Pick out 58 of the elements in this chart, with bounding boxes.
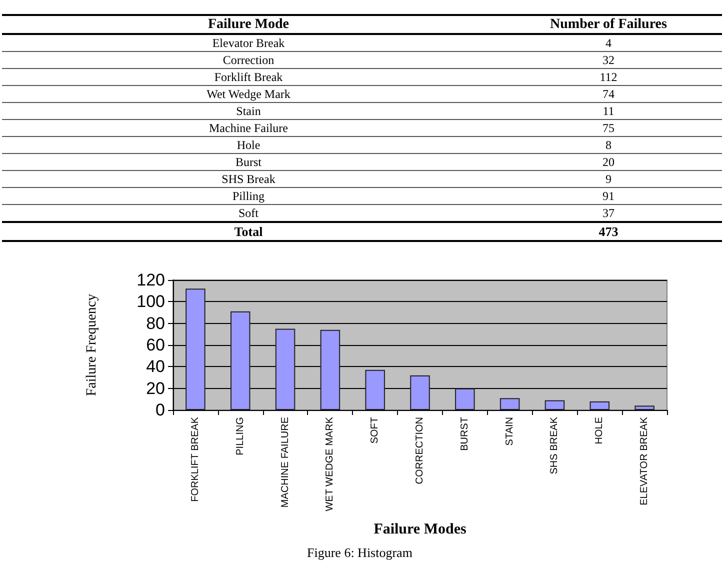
y-tick-label: 40 — [146, 357, 165, 376]
bar — [230, 311, 250, 410]
y-tick-label: 80 — [146, 314, 165, 333]
caption: Figure 6: Histogram — [307, 545, 412, 560]
category-label: Elevator Break — [2, 34, 495, 52]
x-tick-label: SHS BREAK — [549, 416, 560, 474]
data-label: 9 — [495, 170, 722, 188]
data-label: 8 — [495, 136, 722, 154]
bar — [590, 401, 610, 410]
x-tick-label: SOFT — [370, 417, 381, 444]
text: Number of Failures — [495, 15, 722, 34]
data-label: 11 — [495, 102, 722, 120]
data-label: 91 — [495, 188, 722, 204]
y-tick-label: 120 — [136, 270, 165, 290]
y-tick-label: 60 — [146, 336, 165, 354]
x-tick-label: HOLE — [594, 416, 606, 444]
category-label: Soft — [2, 204, 495, 222]
x-tick-label: CORRECTION — [414, 417, 426, 484]
text: Failure Mode — [2, 15, 495, 34]
x-tick-label: BURST — [459, 417, 470, 451]
data-label: 112 — [495, 68, 722, 86]
bar — [410, 375, 430, 410]
y-axis-title: Failure Frequency — [84, 294, 100, 396]
x-axis-title: Failure Modes — [374, 522, 466, 538]
data-label: 74 — [495, 86, 722, 102]
category-label: Stain — [2, 102, 495, 120]
x-tick-label: ELEVATOR BREAK — [639, 416, 650, 506]
category-label: Machine Failure — [2, 120, 495, 136]
bar — [275, 328, 296, 410]
bar — [634, 406, 654, 410]
bar — [455, 388, 475, 410]
category-label: SHS Break — [2, 170, 495, 188]
data-label: 37 — [495, 204, 722, 222]
x-tick-label: MACHINE FAILURE — [280, 416, 291, 508]
data-label: 20 — [495, 154, 722, 170]
bar — [544, 400, 565, 410]
y-tick-label: 0 — [156, 400, 165, 420]
bar — [365, 370, 385, 410]
bar — [500, 398, 520, 410]
data-label: 32 — [495, 52, 722, 68]
category-label: Wet Wedge Mark — [2, 86, 495, 102]
x-tick-label: STAIN — [504, 417, 516, 446]
y-tick-label: 100 — [136, 292, 165, 312]
bar — [186, 288, 206, 410]
text: 473 — [598, 224, 618, 239]
category-label: Burst — [2, 154, 495, 170]
category-label: Pilling — [2, 188, 495, 204]
data-label: 4 — [495, 34, 722, 52]
category-label: Correction — [2, 52, 495, 68]
x-tick-label: PILLING — [234, 416, 246, 456]
text: Total — [2, 222, 495, 241]
bar — [320, 330, 340, 410]
x-tick-label: WET WEDGE MARK — [324, 416, 336, 512]
y-tick-label: 20 — [146, 378, 165, 398]
x-tick-label: FORKLIFT BREAK — [190, 416, 201, 502]
category-label: Forklift Break — [2, 68, 495, 86]
data-label: 75 — [495, 120, 722, 136]
category-label: Hole — [2, 136, 495, 154]
